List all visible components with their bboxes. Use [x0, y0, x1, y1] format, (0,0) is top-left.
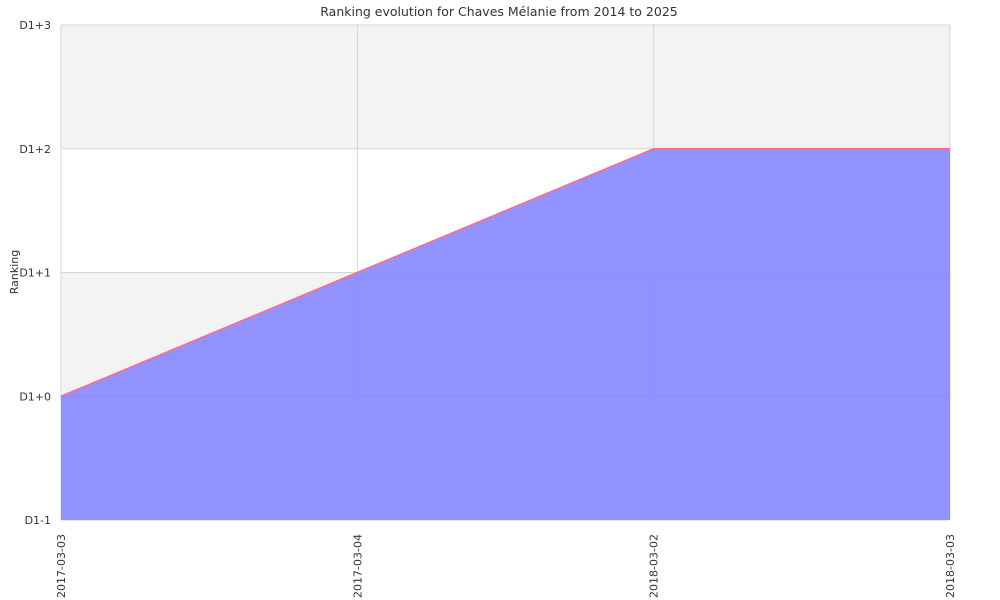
series-line	[60, 148, 950, 397]
y-axis-label: Ranking	[8, 250, 21, 295]
x-tick-label: 2017-03-03	[55, 534, 68, 598]
series-layer	[60, 148, 951, 520]
y-tick-label: D1+0	[19, 390, 51, 403]
series-area	[61, 148, 950, 520]
y-tick-label: D1+2	[19, 143, 51, 156]
plot-band	[61, 25, 950, 149]
y-axis-ticks: D1-1 D1+0 D1+1 D1+2 D1+3	[19, 19, 51, 527]
chart-title: Ranking evolution for Chaves Mélanie fro…	[320, 4, 677, 19]
x-tick-label: 2018-03-03	[944, 534, 957, 598]
x-tick-label: 2017-03-04	[351, 534, 364, 598]
y-tick-label: D1+3	[19, 19, 51, 32]
y-tick-label: D1+1	[19, 267, 51, 280]
x-tick-label: 2018-03-02	[648, 534, 661, 598]
y-tick-label: D1-1	[25, 514, 51, 527]
x-axis-ticks: 2017-03-03 2017-03-04 2018-03-02 2018-03-03	[55, 534, 957, 598]
